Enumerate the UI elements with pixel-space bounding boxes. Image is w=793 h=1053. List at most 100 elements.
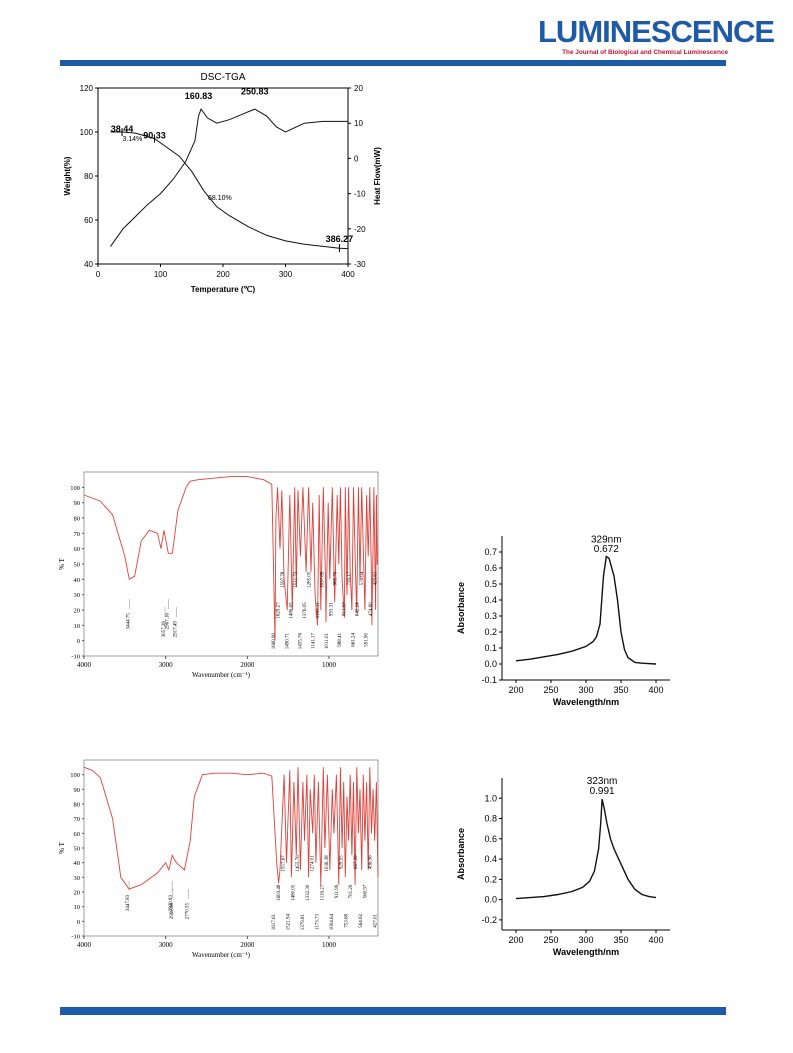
peak-label: 667.39 xyxy=(354,855,359,869)
y-tick-label: 80 xyxy=(84,172,93,181)
y-tick-label: 0.0 xyxy=(484,895,497,905)
peak-label: 1141.17 xyxy=(312,633,317,650)
peak-label: 1173.73 xyxy=(316,914,321,931)
y-tick-label: 90 xyxy=(74,500,81,507)
journal-name: LUMINESCENCE xyxy=(538,14,775,49)
y-tick-label: 100 xyxy=(80,128,94,137)
y-tick-label: 0.1 xyxy=(484,643,497,653)
peak-label: 1037.89 xyxy=(321,571,326,588)
uv-spectrum-1-chart: 200 250 300 350 400 -0.1 0.0 0.1 0.2 0.3 0.4 0.5 0.6… xyxy=(456,534,670,707)
peak-label: 911.99 xyxy=(335,884,340,898)
y2-tick-label: -20 xyxy=(354,225,366,234)
peak-label: 1455.76 xyxy=(296,855,301,872)
peak-label: 2770.55 xyxy=(185,902,190,919)
y-axis-label: Absorbance xyxy=(456,828,466,880)
peak-label: 591.90 xyxy=(365,633,370,647)
peak-label: 1603.48 xyxy=(277,884,282,901)
y-axis-label: % T xyxy=(58,557,66,569)
peak-label: 1617.61 xyxy=(272,914,277,931)
x-tick-label: 350 xyxy=(613,935,628,945)
peak-label: 3057.26 xyxy=(162,621,167,638)
y-tick-label: 10 xyxy=(74,904,81,911)
peak-label: 1116.27 xyxy=(320,884,325,900)
x-axis-label: Wavelength/nm xyxy=(553,947,619,957)
peak-label: 1597.78 xyxy=(281,571,286,588)
peak-label: 1274.01 xyxy=(311,855,316,872)
annotation-label: 160.83 xyxy=(185,91,213,101)
peak-label: 811.97 xyxy=(343,602,348,616)
x-tick-label: 3000 xyxy=(159,661,174,669)
peak-label: 496.96 xyxy=(369,855,374,869)
y-tick-label: 50 xyxy=(74,846,81,853)
y2-axis-label: Heat Flow(mW) xyxy=(373,147,382,205)
x-axis-label: Wavenumber (cm⁻¹) xyxy=(192,951,251,959)
peak-label: 2917.49 xyxy=(173,621,178,638)
y-tick-label: 70 xyxy=(74,816,81,823)
x-tick-label: 400 xyxy=(648,685,663,695)
peak-annotation: 323nm xyxy=(587,776,618,787)
annotation-label: 3.14% xyxy=(122,136,142,143)
y-tick-label: 60 xyxy=(74,831,81,838)
peak-label: 1011.01 xyxy=(325,633,330,650)
y-tick-label: 0.2 xyxy=(484,874,497,884)
y-tick-label: 20 xyxy=(74,608,81,615)
peak-label: 427.01 xyxy=(373,914,378,928)
x-tick-label: 100 xyxy=(154,270,168,279)
y2-tick-label: 20 xyxy=(354,84,363,93)
x-tick-label: 250 xyxy=(543,685,558,695)
ir-spectrum-2-chart: 4000 3000 2000 1000 -10 0 10 20 30 40 50 60 70 80 90 10… xyxy=(58,759,379,959)
chart-title: DSC-TGA xyxy=(201,72,246,83)
x-axis-label: Wavelength/nm xyxy=(553,697,619,707)
peak-label: 1557.67 xyxy=(282,855,287,872)
y-tick-label: 30 xyxy=(74,592,81,599)
peak-label: 753.68 xyxy=(344,914,349,928)
x-tick-label: 300 xyxy=(279,270,293,279)
peak-label: 2920.83 xyxy=(169,894,174,911)
dsc-heat-flow-line xyxy=(110,108,348,247)
y2-tick-label: -30 xyxy=(354,260,366,269)
peak-label: 2960.96 xyxy=(170,902,175,919)
peak-annotation: 0.672 xyxy=(594,544,619,555)
absorbance-line xyxy=(515,555,657,665)
x-tick-label: 2000 xyxy=(240,941,255,949)
uv-spectrum-2-chart: 200 250 300 350 400 -0.2 0.0 0.2 0.4 0.6 0.8 1.0 Wav… xyxy=(456,776,670,957)
x-tick-label: 2000 xyxy=(240,661,255,669)
y-tick-label: 40 xyxy=(84,260,93,269)
y-tick-label: 1.0 xyxy=(484,793,497,803)
ir-spectrum-line xyxy=(83,766,379,890)
peak-label: 1480.05 xyxy=(290,602,295,619)
x-tick-label: 300 xyxy=(578,685,593,695)
y-tick-label: 0.5 xyxy=(484,579,497,589)
peak-label: 1511.73 xyxy=(294,571,299,588)
y-tick-label: 90 xyxy=(74,787,81,794)
peak-label: 1376.05 xyxy=(303,602,308,619)
y-axis-label: % T xyxy=(58,841,66,853)
y-tick-label: 100 xyxy=(70,772,80,779)
y-tick-label: 70 xyxy=(74,531,81,538)
peak-label: 1455.76 xyxy=(299,633,304,650)
x-tick-label: 200 xyxy=(216,270,230,279)
y-tick-label: 0.8 xyxy=(484,814,497,824)
x-tick-label: 250 xyxy=(543,935,558,945)
peak-label: 474.60 xyxy=(369,602,374,616)
ir-spectrum-line xyxy=(83,476,378,641)
annotation-label: 68.10% xyxy=(208,195,232,202)
y-tick-label: -10 xyxy=(71,934,80,941)
peak-label: 425.61 xyxy=(373,571,378,585)
journal-subtitle: The Journal of Biological and Chemical L… xyxy=(562,49,728,56)
y-tick-label: 120 xyxy=(80,84,94,93)
y-tick-label: 80 xyxy=(74,802,81,809)
x-tick-label: 400 xyxy=(341,270,355,279)
peak-label: 1379.81 xyxy=(301,914,306,931)
footer-rule xyxy=(60,1007,726,1015)
peak-label: 1480.05 xyxy=(291,884,296,901)
peak-label: 1036.38 xyxy=(325,855,330,872)
peak-label: 1004.64 xyxy=(330,914,335,931)
y-axis-label: Weight(%) xyxy=(63,156,72,195)
y-tick-label: 60 xyxy=(84,216,93,225)
peak-label: 985.76 xyxy=(334,571,339,585)
y-tick-label: 0.7 xyxy=(484,547,497,557)
y-tick-label: 30 xyxy=(74,875,81,882)
y-tick-label: -10 xyxy=(71,654,80,661)
